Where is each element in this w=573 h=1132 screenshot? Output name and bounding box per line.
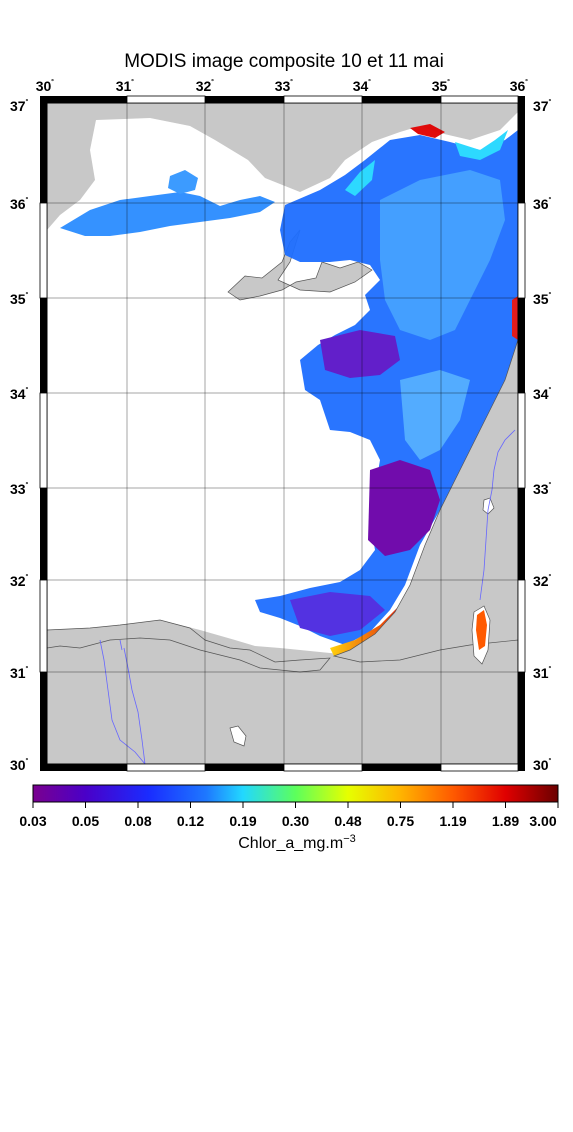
colorbar-label: 0.03 (19, 813, 46, 829)
lat-labels-left: 30˚ 31˚ 32˚ 33˚ 34˚ 35˚ 36˚ 37˚ (10, 98, 29, 773)
lat-label: 33˚ (10, 481, 29, 497)
lon-label: 34˚ (353, 78, 372, 94)
lat-label: 34˚ (10, 386, 29, 402)
map-area (47, 103, 518, 764)
lat-labels-right: 30˚ 31˚ 32˚ 33˚ 34˚ 35˚ 36˚ 37˚ (533, 98, 552, 773)
colorbar-ticks (32, 802, 559, 808)
lon-label: 32˚ (196, 78, 215, 94)
egypt-coast (47, 619, 331, 673)
lat-label: 37˚ (533, 98, 552, 114)
colorbar-gradient (32, 784, 559, 803)
lat-label: 35˚ (10, 291, 29, 307)
lon-label: 30˚ (36, 78, 55, 94)
colorbar-label: 0.05 (72, 813, 99, 829)
lat-label: 36˚ (10, 196, 29, 212)
chlorophyll-field (60, 124, 518, 656)
map-title: MODIS image composite 10 et 11 mai (124, 51, 444, 72)
lon-label: 31˚ (116, 78, 135, 94)
cyprus-island (227, 229, 373, 301)
lat-label: 35˚ (533, 291, 552, 307)
lat-label: 33˚ (533, 481, 552, 497)
colorbar-label: 0.75 (387, 813, 414, 829)
lon-label: 33˚ (275, 78, 294, 94)
lat-label: 32˚ (533, 573, 552, 589)
colorbar-label: 0.08 (124, 813, 151, 829)
lat-label: 30˚ (10, 757, 29, 773)
lat-label: 36˚ (533, 196, 552, 212)
lat-label: 34˚ (533, 386, 552, 402)
colorbar-label: 0.48 (334, 813, 361, 829)
map-frame (39, 95, 526, 772)
lat-label: 32˚ (10, 573, 29, 589)
colorbar-label: 0.30 (282, 813, 309, 829)
nile-river (99, 639, 146, 764)
colorbar-labels: 0.03 0.05 0.08 0.12 0.19 0.30 0.48 0.75 … (19, 813, 556, 829)
jordan-river (479, 429, 516, 601)
levant-coast (332, 339, 518, 663)
colorbar-label: 1.89 (492, 813, 519, 829)
lat-label: 31˚ (10, 665, 29, 681)
lat-label: 31˚ (533, 665, 552, 681)
lat-label: 30˚ (533, 757, 552, 773)
lat-label: 37˚ (10, 98, 29, 114)
lake-south (229, 725, 247, 747)
lon-label: 36˚ (510, 78, 529, 94)
colorbar: 0.03 0.05 0.08 0.12 0.19 0.30 0.48 0.75 … (19, 784, 559, 852)
colorbar-label: 3.00 (529, 813, 556, 829)
lon-labels: 30˚ 31˚ 32˚ 33˚ 34˚ 35˚ 36˚ (36, 78, 529, 94)
colorbar-label: 0.12 (177, 813, 204, 829)
lake-chlorophyll (476, 610, 487, 650)
graticule (47, 103, 518, 764)
colorbar-label: 1.19 (439, 813, 466, 829)
colorbar-label: 0.19 (229, 813, 256, 829)
colorbar-title: Chlor_a_mg.m−3 (238, 833, 355, 852)
lon-label: 35˚ (432, 78, 451, 94)
